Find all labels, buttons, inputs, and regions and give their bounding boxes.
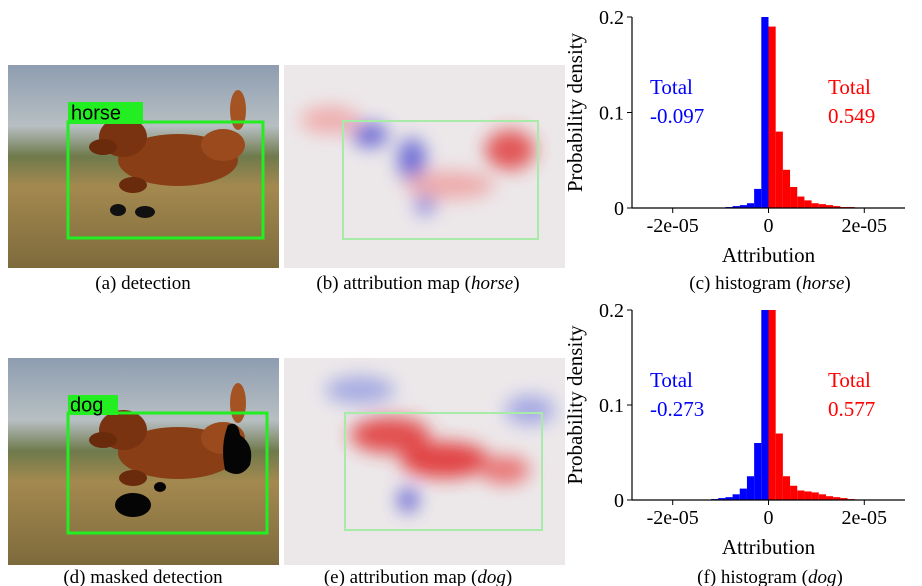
annotation: Total [828, 368, 871, 392]
bar [811, 492, 819, 500]
y-tick-label: 0.1 [599, 395, 624, 417]
caption-text: ) [836, 567, 842, 586]
x-tick-label: 0 [764, 215, 774, 237]
annotation: -0.097 [650, 104, 704, 128]
x-axis-label: Attribution [722, 535, 816, 559]
bar [833, 497, 841, 500]
x-axis-label: Attribution [722, 243, 816, 267]
caption-text: horse [471, 273, 513, 294]
bar [825, 205, 834, 208]
bar [761, 17, 769, 208]
caption-text: (a) detection [95, 273, 191, 294]
detection-label: dog [70, 394, 103, 416]
bar [782, 476, 791, 500]
x-tick-label: 2e-05 [842, 215, 888, 237]
y-tick-label: 0.1 [599, 103, 624, 125]
y-tick-label: 0.2 [599, 7, 624, 29]
caption-text: ) [513, 273, 519, 294]
annotation: Total [828, 75, 871, 99]
detection-label: horse [71, 102, 121, 124]
caption: (c) histogram (horse) [689, 273, 850, 294]
photo: horse [8, 65, 279, 268]
caption-text: (d) masked detection [63, 567, 223, 586]
bar [761, 310, 769, 500]
bar [840, 498, 848, 500]
bar [739, 205, 747, 208]
photo: dog [8, 358, 279, 565]
x-tick-label: 2e-05 [842, 507, 888, 529]
annotation: Total [650, 368, 693, 392]
y-tick-label: 0 [614, 490, 624, 512]
bar [818, 204, 826, 208]
bar [768, 26, 776, 208]
y-tick-label: 0.2 [599, 300, 624, 322]
caption: (d) masked detection [63, 567, 223, 586]
y-tick-label: 0 [614, 198, 624, 220]
bar [833, 206, 841, 208]
caption-text: (c) histogram ( [689, 273, 802, 294]
caption-text: (f) histogram ( [697, 567, 808, 586]
annotation: Total [650, 75, 693, 99]
bar [754, 443, 762, 500]
caption-text: (b) attribution map ( [316, 273, 471, 294]
caption: (e) attribution map (dog) [324, 567, 512, 586]
bars [711, 310, 855, 500]
bars [725, 17, 855, 208]
annotation: 0.577 [828, 397, 875, 421]
caption-text: (e) attribution map ( [324, 567, 478, 586]
bar [797, 490, 805, 500]
caption-text: ) [844, 273, 850, 294]
x-tick-label: -2e-05 [647, 215, 699, 237]
bar [790, 186, 798, 208]
bar [732, 494, 740, 500]
caption: (b) attribution map (horse) [316, 273, 519, 294]
bar [818, 494, 826, 500]
attribution-map [284, 358, 565, 565]
bar [768, 310, 776, 500]
bar [739, 488, 747, 500]
bar [782, 169, 791, 208]
x-tick-label: -2e-05 [647, 507, 699, 529]
bar [775, 433, 783, 500]
y-axis-label: Probability density [563, 325, 587, 485]
caption: (a) detection [95, 273, 191, 294]
y-axis-label: Probability density [563, 32, 587, 192]
caption-text: dog [808, 567, 837, 586]
attribution-map [284, 65, 565, 268]
caption: (f) histogram (dog) [697, 567, 843, 586]
x-tick-label: 0 [764, 507, 774, 529]
bar [811, 203, 819, 208]
annotation: -0.273 [650, 397, 704, 421]
caption-text: dog [477, 567, 506, 586]
bar [746, 476, 755, 500]
bar [804, 200, 812, 208]
caption-text: ) [506, 567, 512, 586]
bar [746, 203, 755, 208]
bar [775, 131, 783, 208]
bar [825, 496, 834, 500]
bar [797, 196, 805, 208]
bar [732, 206, 740, 208]
bar [718, 498, 726, 500]
bar [754, 188, 762, 208]
annotation: 0.549 [828, 104, 875, 128]
caption-text: horse [802, 273, 844, 294]
bar [790, 485, 798, 500]
bar [804, 491, 812, 500]
bar [725, 497, 733, 500]
